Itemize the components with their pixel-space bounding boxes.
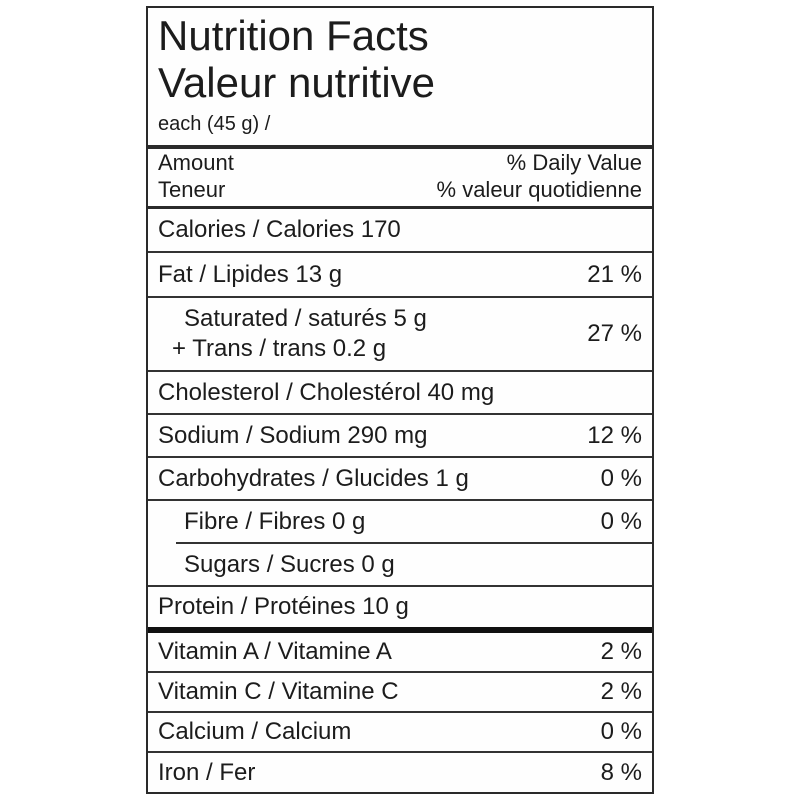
nutrient-label: Protein / Protéines 10 g [158,593,409,620]
nutrient-row-protein: Protein / Protéines 10 g [148,587,652,627]
divider [148,370,652,372]
nutrition-facts-label: Nutrition Facts Valeur nutritive each (4… [146,6,654,794]
nutrient-label: Sugars / Sucres 0 g [184,550,395,578]
percent-value: 0 % [600,507,642,535]
nutrient-label: Fibre / Fibres 0 g [184,507,366,535]
nutrient-row-sugars: Sugars / Sucres 0 g [148,544,652,585]
percent-value: 12 % [587,421,642,449]
divider-indented [176,542,652,544]
divider [148,671,652,673]
percent-value: 27 % [587,320,642,347]
label-header: Nutrition Facts Valeur nutritive each (4… [148,8,652,145]
nutrient-row-sodium: Sodium / Sodium 290 mg 12 % [148,415,652,456]
nutrient-label: Calcium / Calcium [158,718,352,745]
daily-value-header-en: % Daily Value [506,149,642,175]
percent-value: 2 % [600,678,642,705]
nutrient-label: Vitamin C / Vitamine C [158,678,399,705]
nutrient-label: Saturated / saturés 5 g + Trans / trans … [158,304,427,364]
divider-thick-top [148,145,652,149]
label-title-en: Nutrition Facts [158,12,429,59]
daily-value-header-fr: % valeur quotidienne [436,176,642,202]
label-title-fr: Valeur nutritive [158,59,436,107]
nutrient-row-vitamin-c: Vitamin C / Vitamine C 2 % [148,673,652,711]
percent-value: 2 % [600,638,642,665]
divider-thick-micronutrients [148,627,652,633]
amount-header-fr: Teneur [158,176,226,202]
trans-line: + Trans / trans 0.2 g [172,335,387,362]
divider [148,296,652,298]
divider [148,413,652,415]
divider [148,711,652,713]
nutrient-row-calories: Calories / Calories 170 [148,209,652,251]
percent-value: 8 % [600,758,642,786]
divider [148,206,652,209]
divider [148,456,652,458]
percent-value: 0 % [600,464,642,492]
nutrient-row-calcium: Calcium / Calcium 0 % [148,713,652,751]
nutrient-row-fibre: Fibre / Fibres 0 g 0 % [148,501,652,542]
nutrient-label: Cholesterol / Cholestérol 40 mg [158,378,495,406]
amount-header: Amount Teneur [158,150,234,204]
nutrient-row-saturated-trans: Saturated / saturés 5 g + Trans / trans … [148,298,652,370]
percent-value: 0 % [600,718,642,745]
nutrient-label: Carbohydrates / Glucides 1 g [158,464,469,492]
column-headers: Amount Teneur % Daily Value % valeur quo… [148,149,652,206]
saturated-line: Saturated / saturés 5 g [184,305,427,332]
amount-header-en: Amount [158,149,234,175]
nutrient-label: Fat / Lipides 13 g [158,260,343,288]
nutrient-label: Calories / Calories 170 [158,216,401,243]
nutrient-row-iron: Iron / Fer 8 % [148,753,652,792]
divider [148,251,652,253]
nutrient-row-carbohydrates: Carbohydrates / Glucides 1 g 0 % [148,458,652,499]
divider [148,751,652,753]
nutrient-row-cholesterol: Cholesterol / Cholestérol 40 mg [148,372,652,413]
nutrient-row-fat: Fat / Lipides 13 g 21 % [148,253,652,296]
nutrient-label: Sodium / Sodium 290 mg [158,421,428,449]
nutrient-label: Vitamin A / Vitamine A [158,638,392,665]
nutrient-row-vitamin-a: Vitamin A / Vitamine A 2 % [148,633,652,671]
daily-value-header: % Daily Value % valeur quotidienne [437,150,642,204]
nutrient-label: Iron / Fer [158,758,256,786]
divider [148,499,652,501]
serving-size: each (45 g) / [158,113,271,136]
divider [148,585,652,587]
percent-value: 21 % [587,260,642,288]
